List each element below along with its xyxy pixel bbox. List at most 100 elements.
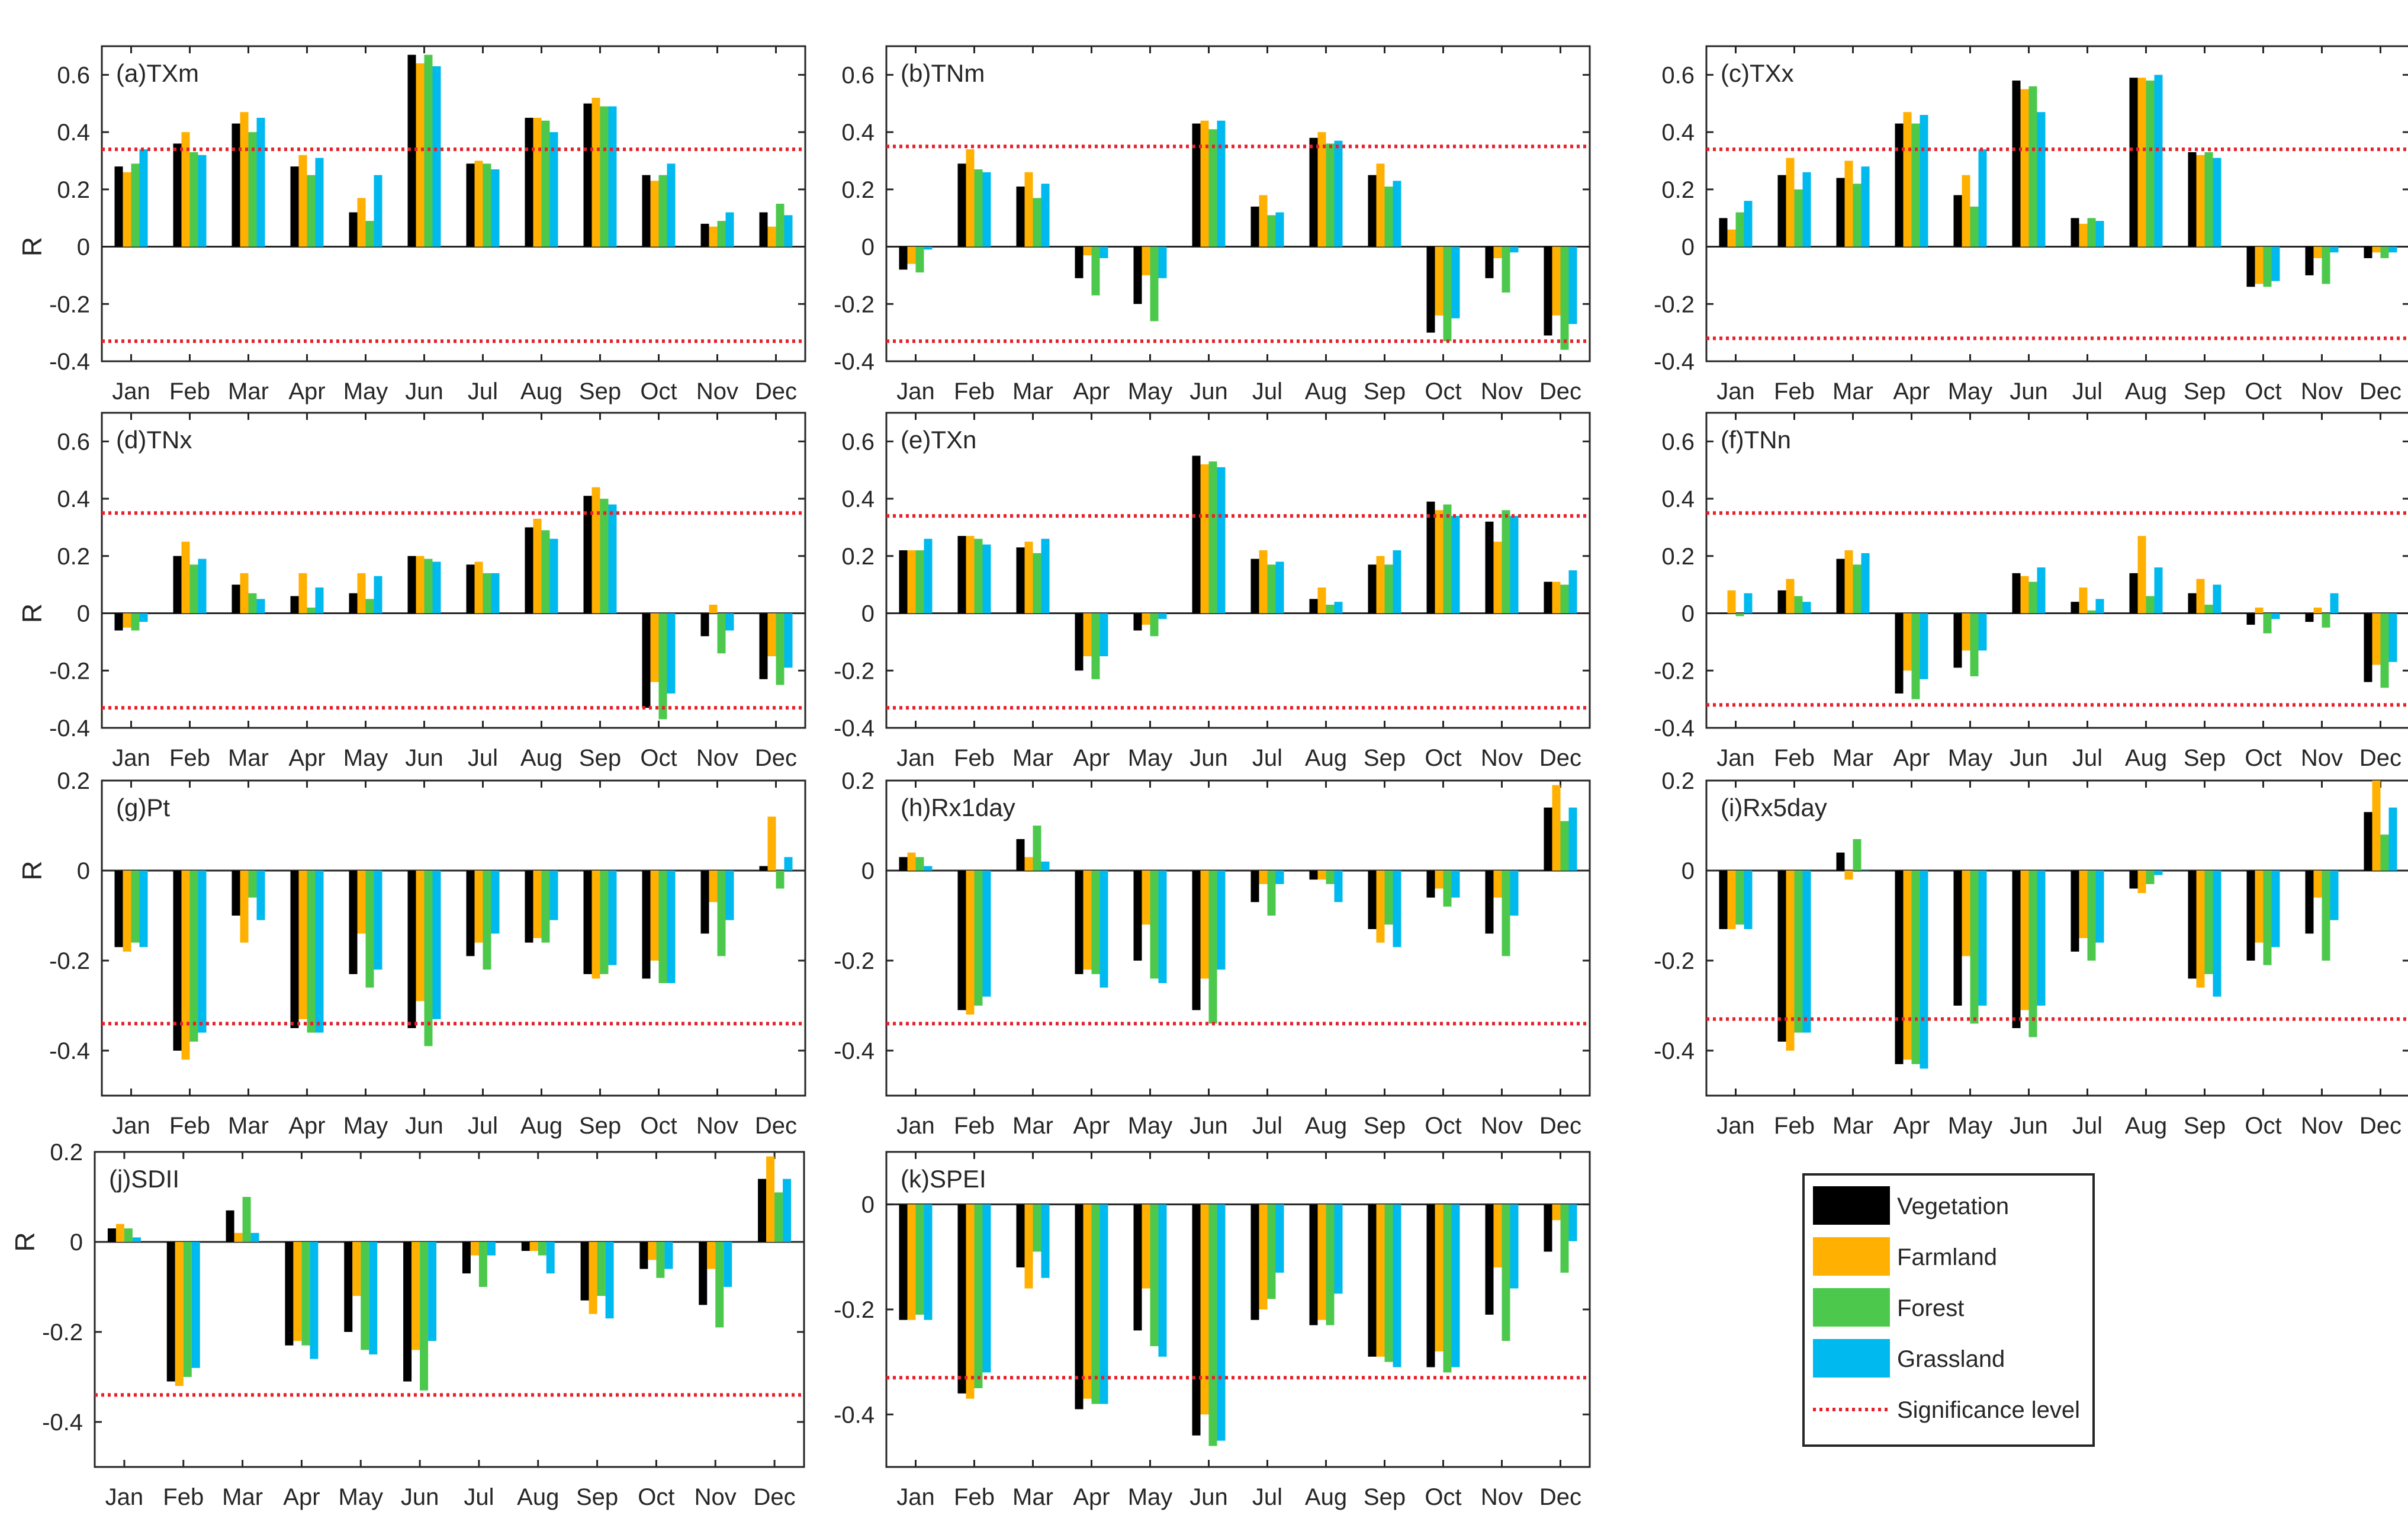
bar-farmland-jan — [1727, 871, 1736, 929]
bar-forest-oct — [1443, 246, 1452, 342]
bar-forest-feb — [974, 538, 983, 614]
bar-forest-nov — [717, 871, 726, 956]
bar-farmland-apr — [1083, 613, 1092, 657]
y-tick-label: -0.4 — [1654, 1038, 1695, 1064]
y-tick-label: 0.2 — [841, 177, 875, 203]
bar-farmland-apr — [298, 155, 307, 247]
y-tick-label: 0 — [861, 858, 875, 884]
bar-vegetation-jul — [1250, 1204, 1259, 1320]
bar-forest-jun — [1208, 129, 1217, 247]
bar-grassland-aug — [549, 871, 558, 920]
panel-j-sdii: -0.4 -0.2 0 0.2 Jan Feb Mar Apr May Jun Jul Aug Sep O… — [9, 1139, 805, 1510]
bar-farmland-jan — [907, 852, 916, 871]
bar-grassland-may — [374, 576, 382, 614]
x-tick-label-nov: Nov — [1481, 745, 1523, 771]
y-tick-label: -0.4 — [1654, 715, 1695, 741]
bar-farmland-oct — [1435, 1204, 1443, 1351]
panel-title: (b)TNm — [901, 59, 985, 87]
bar-grassland-sep — [2213, 158, 2221, 247]
bar-farmland-oct — [650, 871, 659, 961]
bar-forest-nov — [717, 221, 726, 247]
bar-vegetation-feb — [173, 143, 182, 247]
bar-farmland-dec — [766, 1156, 775, 1242]
bar-forest-feb — [974, 169, 983, 247]
y-tick-label: 0.2 — [50, 1139, 83, 1166]
bar-grassland-jun — [2037, 871, 2046, 1006]
bar-farmland-jun — [2020, 89, 2029, 247]
bar-grassland-mar — [1041, 1204, 1050, 1278]
bar-vegetation-jun — [1192, 455, 1201, 614]
legend-label-farmland: Farmland — [1897, 1244, 1997, 1270]
bar-farmland-may — [357, 573, 366, 614]
bar-vegetation-mar — [1016, 839, 1025, 871]
bar-grassland-may — [1158, 246, 1167, 278]
bar-farmland-dec — [767, 816, 776, 871]
bar-farmland-dec — [2372, 781, 2381, 871]
bar-forest-feb — [1794, 596, 1803, 614]
x-tick-label-mar: Mar — [228, 1113, 269, 1139]
x-tick-label-sep: Sep — [579, 378, 621, 404]
bar-grassland-nov — [1510, 516, 1519, 614]
bar-vegetation-sep — [2188, 593, 2197, 614]
bar-vegetation-apr — [1895, 613, 1904, 694]
bar-vegetation-aug — [1309, 137, 1318, 247]
bar-forest-dec — [776, 613, 785, 685]
x-tick-label-may: May — [1128, 745, 1173, 771]
bar-forest-may — [365, 221, 374, 247]
x-tick-label-mar: Mar — [222, 1484, 263, 1510]
bar-vegetation-mar — [232, 585, 240, 614]
bar-farmland-oct — [650, 181, 659, 247]
bar-farmland-dec — [1552, 1204, 1561, 1221]
x-tick-label-aug: Aug — [1305, 745, 1347, 771]
bar-farmland-nov — [1493, 246, 1502, 258]
bar-farmland-jul — [2079, 871, 2088, 938]
y-tick-label: -0.2 — [49, 291, 90, 317]
bar-forest-aug — [541, 530, 550, 614]
bar-vegetation-sep — [583, 103, 592, 247]
bar-vegetation-nov — [700, 613, 709, 637]
bar-farmland-may — [352, 1242, 361, 1296]
y-tick-label: -0.4 — [49, 715, 90, 741]
bar-forest-jan — [915, 1204, 924, 1315]
bar-farmland-nov — [2313, 871, 2322, 898]
x-tick-label-oct: Oct — [1425, 1484, 1461, 1510]
x-tick-label-jul: Jul — [468, 745, 498, 771]
bar-grassland-jul — [487, 1242, 496, 1256]
bar-vegetation-dec — [1544, 1204, 1552, 1252]
bar-vegetation-mar — [1836, 558, 1845, 614]
x-tick-label-nov: Nov — [1481, 1484, 1523, 1510]
bar-farmland-feb — [1786, 871, 1795, 1051]
x-tick-label-may: May — [343, 1113, 388, 1139]
bar-grassland-jun — [2037, 567, 2046, 614]
bar-farmland-jul — [1259, 550, 1268, 614]
x-tick-label-dec: Dec — [1539, 378, 1581, 404]
bar-farmland-may — [357, 198, 366, 247]
bar-grassland-jan — [1744, 201, 1753, 247]
y-tick-label: -0.4 — [834, 1402, 875, 1428]
x-tick-label-dec: Dec — [2359, 378, 2401, 404]
bar-grassland-sep — [608, 871, 617, 965]
bar-farmland-sep — [591, 487, 600, 614]
bar-grassland-aug — [1334, 871, 1343, 903]
bar-grassland-oct — [2271, 613, 2280, 619]
bar-farmland-mar — [1024, 1204, 1033, 1289]
panel-title: (k)SPEI — [901, 1165, 986, 1193]
bar-grassland-jan — [924, 246, 933, 250]
x-tick-label-mar: Mar — [1832, 378, 1873, 404]
x-tick-label-mar: Mar — [1012, 745, 1053, 771]
bar-farmland-mar — [234, 1232, 243, 1242]
bar-forest-sep — [600, 871, 609, 974]
y-axis-label: R — [17, 603, 47, 623]
bar-farmland-sep — [589, 1242, 597, 1314]
legend-label-forest: Forest — [1897, 1295, 1964, 1321]
x-tick-label-jan: Jan — [896, 1484, 935, 1510]
y-tick-label: -0.4 — [834, 715, 875, 741]
x-tick-label-oct: Oct — [2245, 1113, 2281, 1139]
x-tick-label-may: May — [1948, 745, 1993, 771]
y-tick-label: -0.4 — [1654, 349, 1695, 375]
bar-farmland-jun — [1200, 871, 1209, 979]
bar-vegetation-apr — [1075, 1204, 1084, 1410]
bar-farmland-oct — [1435, 246, 1443, 316]
bar-grassland-apr — [1920, 871, 1928, 1069]
bar-farmland-oct — [1435, 510, 1443, 614]
